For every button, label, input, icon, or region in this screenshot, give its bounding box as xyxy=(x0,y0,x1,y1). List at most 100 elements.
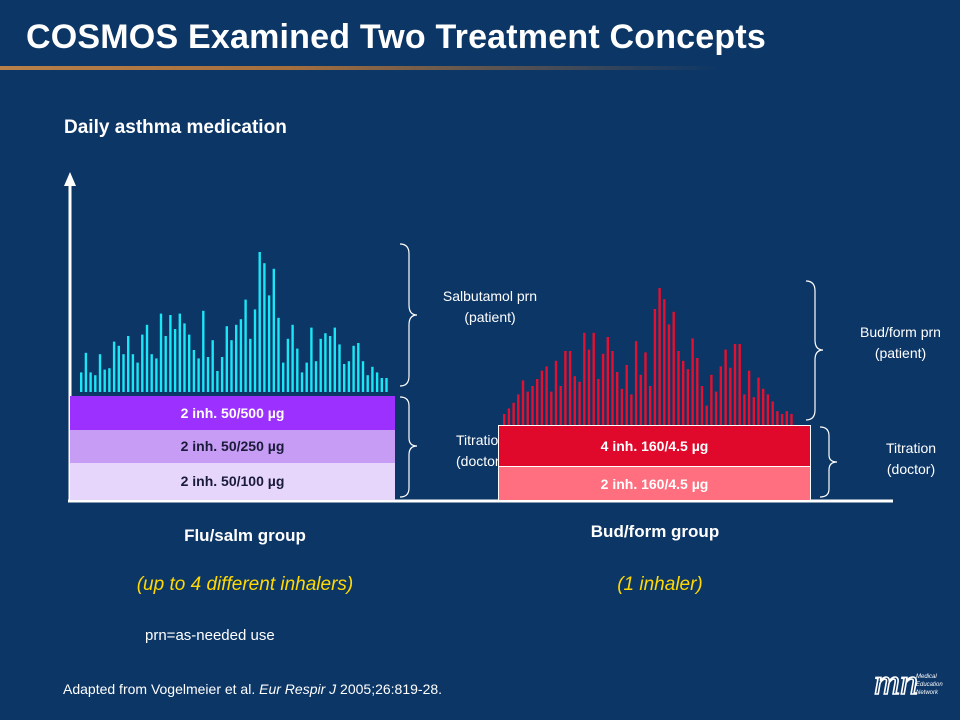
flu-salm-prn-bar xyxy=(131,354,135,392)
bud-form-prn-bar xyxy=(672,311,675,428)
bud-form-prn-bar xyxy=(550,391,553,428)
flu-box-250: 2 inh. 50/250 µg xyxy=(70,430,395,463)
bud-form-prn-bar xyxy=(540,370,544,428)
flu-salm-prn-bar xyxy=(136,362,139,392)
flu-salm-prn-bar xyxy=(117,345,120,392)
flu-salm-prn-bar xyxy=(211,340,214,392)
flu-salm-prn-bar xyxy=(267,295,271,392)
flu-salm-prn-bar xyxy=(244,299,247,392)
bud-form-prn-bar xyxy=(559,386,562,428)
flu-salm-prn-bar xyxy=(173,329,177,392)
flu-salm-prn-bar xyxy=(169,315,172,392)
bud-form-prn-bar xyxy=(729,367,732,428)
bud-form-prn-bar xyxy=(682,360,685,428)
flu-salm-prn-bar xyxy=(141,334,144,392)
flu-salm-prn-bar xyxy=(103,369,106,392)
bud-form-prn-bar xyxy=(677,351,680,428)
bud-prn-line1: Bud/form prn xyxy=(860,324,941,340)
flu-salm-prn-bar xyxy=(188,334,191,392)
bud-form-prn-bar xyxy=(507,408,511,428)
flu-salm-prn-bar xyxy=(112,341,116,392)
flu-salm-prn-bar xyxy=(324,333,327,392)
flu-salm-prn-bar xyxy=(239,319,243,392)
flu-box-100: 2 inh. 50/100 µg xyxy=(70,463,395,500)
flu-salm-prn-bar xyxy=(84,352,88,392)
bud-form-prn-bar xyxy=(536,379,539,428)
flu-salm-prn-bar xyxy=(89,372,92,392)
bud-form-prn-bar xyxy=(696,358,699,428)
flu-salm-prn-bar xyxy=(178,313,181,392)
title-underline xyxy=(0,66,960,70)
flu-salm-prn-bar xyxy=(319,338,322,392)
slide-title: COSMOS Examined Two Treatment Concepts xyxy=(26,18,766,56)
bud-form-group-label: Bud/form group xyxy=(590,522,720,541)
flu-salm-prn-bar xyxy=(202,310,205,392)
bud-form-prn-bar xyxy=(663,299,666,428)
bud-form-prn-bar xyxy=(611,351,614,428)
flu-salm-prn-bar xyxy=(122,354,125,392)
bud-form-prn-bar xyxy=(512,402,515,428)
bud-prn-line2: (patient) xyxy=(874,345,927,361)
salbutamol-prn-line1: Salbutamol prn xyxy=(442,288,538,304)
flu-salm-prn-bar xyxy=(338,344,341,392)
bud-form-prn-bar xyxy=(554,360,558,428)
bud-form-prn-bar xyxy=(503,414,506,428)
bud-form-prn-bar xyxy=(630,394,633,428)
flu-salm-prn-bar xyxy=(253,309,257,392)
flu-salm-prn-bar xyxy=(150,354,153,392)
flu-salm-group-label: Flu/salm group xyxy=(184,526,306,545)
bud-form-prn-bar xyxy=(625,365,628,428)
flu-salm-prn-bar xyxy=(272,268,275,392)
bud-form-prn-bar xyxy=(531,386,534,428)
bud-form-prn-bars xyxy=(503,288,793,428)
flu-salm-prn-bar xyxy=(263,263,266,392)
flu-salm-prn-bar xyxy=(296,348,299,392)
bud-form-prn-bar xyxy=(573,376,576,428)
bud-form-prn-bar xyxy=(606,337,609,428)
bud-form-prn-bar xyxy=(714,391,718,428)
flu-salm-prn-bar xyxy=(277,317,280,392)
flu-salm-prn-bar xyxy=(225,326,228,392)
flu-salm-prn-bar xyxy=(310,327,313,392)
flu-salm-prn-bar xyxy=(145,324,149,392)
flu-salm-prn-bar xyxy=(206,357,210,392)
bud-form-prn-bar xyxy=(762,388,765,428)
bud-prn-label: Bud/form prn (patient) xyxy=(838,322,960,364)
citation-journal: Eur Respir J xyxy=(259,681,337,697)
flu-salm-prn-bar xyxy=(357,343,360,392)
bud-form-prn-bar xyxy=(634,341,638,428)
flu-salm-prn-bar xyxy=(155,358,158,392)
bud-box-4inh: 4 inh. 160/4.5 µg xyxy=(498,425,811,467)
bud-titration-brace xyxy=(819,426,838,498)
prn-footnote: prn=as-needed use xyxy=(145,627,275,644)
salbutamol-brace xyxy=(399,243,418,387)
flu-salm-prn-bar xyxy=(343,364,346,392)
bud-form-prn-bar xyxy=(733,344,737,428)
flu-salm-prn-bar xyxy=(235,324,238,392)
bud-form-prn-bar xyxy=(644,352,647,428)
flu-titration-brace xyxy=(399,396,418,498)
bud-form-prn-bar xyxy=(691,338,694,428)
flu-salm-prn-bar xyxy=(197,358,200,392)
bud-form-prn-bar xyxy=(719,366,722,428)
flu-salm-prn-bar xyxy=(328,336,332,392)
flu-salm-prn-bar xyxy=(352,345,355,392)
bud-form-prn-bar xyxy=(686,369,690,428)
flu-salm-prn-bar xyxy=(127,336,130,392)
y-axis-arrowhead xyxy=(64,172,76,186)
citation-authors: Adapted from Vogelmeier et al. xyxy=(63,681,256,697)
bud-form-prn-bar xyxy=(743,394,746,428)
flu-salm-prn-bar xyxy=(361,361,365,392)
flu-salm-prn-bar xyxy=(314,361,318,392)
bud-form-prn-bar xyxy=(649,386,652,428)
bud-form-prn-bar xyxy=(592,332,595,428)
logo-word-network: Network xyxy=(916,690,939,696)
flu-titration-line2: (doctor) xyxy=(456,453,505,469)
flu-salm-prn-bar xyxy=(305,362,308,392)
logo-letters: mn xyxy=(874,662,918,702)
bud-form-prn-bar xyxy=(526,391,529,428)
medical-education-network-logo: mn Medical Education Network xyxy=(873,661,943,703)
bud-form-prn-bar xyxy=(667,324,671,428)
bud-form-prn-bar xyxy=(747,370,751,428)
